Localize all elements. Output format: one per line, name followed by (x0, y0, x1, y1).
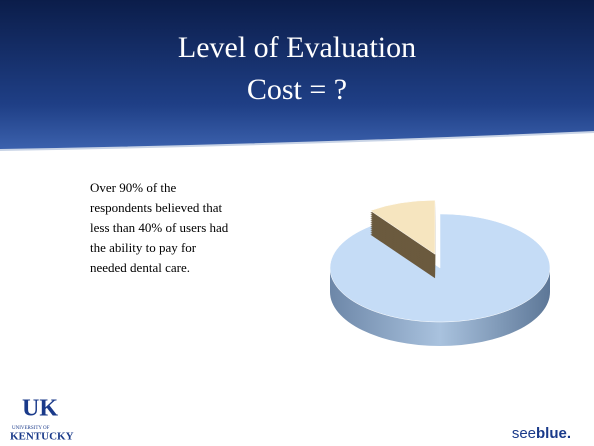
title-line: Cost = ? (247, 73, 347, 106)
logo-mark: UK (22, 396, 58, 422)
logo-blue: blue. (536, 425, 571, 442)
slice-side (330, 268, 550, 346)
body-line: respondents believed that (90, 200, 223, 215)
pie (329, 200, 551, 346)
body-line: needed dental care. (90, 260, 190, 275)
body-line: Over 90% of the (90, 180, 177, 195)
logo-small: UNIVERSITY OF (12, 426, 50, 431)
body-line: the ability to pay for (90, 240, 197, 255)
slice (369, 200, 436, 255)
slice (329, 213, 551, 323)
logo-see: see (512, 425, 536, 442)
title-line: Level of Evaluation (178, 31, 416, 64)
band-edge (0, 131, 594, 151)
title-band (0, 0, 594, 150)
body-line: less than 40% of users had (90, 220, 229, 235)
logo-name: KENTUCKY (10, 431, 74, 443)
